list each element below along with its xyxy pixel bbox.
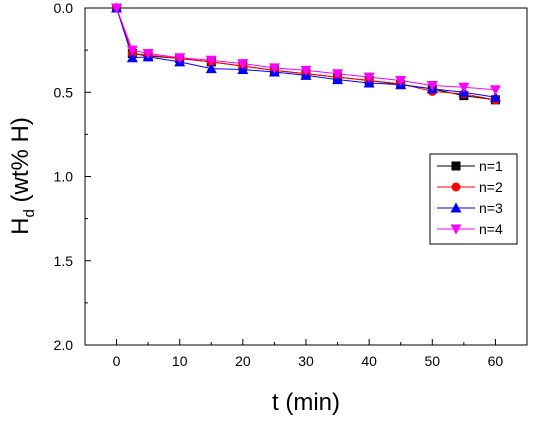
data-point bbox=[268, 63, 280, 74]
series-line bbox=[116, 7, 496, 98]
legend-label: n=4 bbox=[479, 221, 503, 237]
x-tick-label: 50 bbox=[424, 353, 440, 369]
y-axis-label-sub: d bbox=[21, 209, 38, 217]
series-layer bbox=[111, 2, 501, 105]
x-tick-label: 60 bbox=[488, 353, 504, 369]
series-1 bbox=[112, 3, 500, 105]
legend-item: n=1 bbox=[437, 158, 503, 174]
y-tick-label: 0.5 bbox=[54, 84, 74, 100]
x-tick-label: 10 bbox=[172, 353, 188, 369]
legend-label: n=1 bbox=[479, 158, 503, 174]
data-point bbox=[332, 69, 344, 80]
x-tick-label: 40 bbox=[361, 353, 377, 369]
legend: n=1 n=2 n=3 n=4 bbox=[429, 153, 518, 245]
series-3 bbox=[111, 2, 501, 102]
data-point bbox=[111, 3, 123, 14]
y-axis-ticks: 0.0 0.5 1.0 1.5 2.0 bbox=[54, 0, 91, 353]
y-axis-label-main: H bbox=[7, 218, 34, 235]
legend-label: n=2 bbox=[479, 179, 503, 195]
legend-marker bbox=[450, 202, 462, 213]
data-point bbox=[142, 48, 154, 59]
data-point bbox=[126, 52, 138, 63]
data-point bbox=[205, 55, 217, 66]
legend-box bbox=[429, 153, 518, 245]
series-4 bbox=[111, 3, 501, 96]
x-tick-label: 0 bbox=[113, 353, 121, 369]
data-point bbox=[458, 82, 470, 93]
x-tick-label: 30 bbox=[298, 353, 314, 369]
legend-marker bbox=[450, 224, 462, 235]
series-2 bbox=[112, 3, 500, 105]
legend-marker bbox=[451, 161, 461, 171]
y-tick-label: 1.0 bbox=[54, 169, 74, 185]
y-tick-label: 2.0 bbox=[54, 337, 74, 353]
x-axis-label: t (min) bbox=[272, 389, 340, 416]
legend-item: n=3 bbox=[437, 200, 503, 216]
series-line bbox=[116, 7, 496, 91]
y-axis-label: Hd (wt% H) bbox=[7, 117, 38, 235]
data-point bbox=[126, 45, 138, 56]
x-tick-label: 20 bbox=[235, 353, 251, 369]
legend-item: n=4 bbox=[437, 221, 503, 237]
data-point bbox=[237, 59, 249, 70]
legend-item: n=2 bbox=[437, 179, 503, 195]
series-line bbox=[116, 7, 496, 101]
data-point bbox=[395, 75, 407, 86]
data-point bbox=[489, 85, 501, 96]
legend-marker bbox=[451, 182, 461, 192]
y-axis-label-rest: (wt% H) bbox=[7, 117, 34, 209]
legend-label: n=3 bbox=[479, 200, 503, 216]
data-point bbox=[363, 72, 375, 83]
data-point bbox=[174, 53, 186, 64]
data-point bbox=[426, 81, 438, 92]
data-point bbox=[300, 65, 312, 76]
y-tick-label: 1.5 bbox=[54, 253, 74, 269]
x-axis-ticks: 0 10 20 30 40 50 60 bbox=[84, 339, 528, 369]
y-tick-label: 0.0 bbox=[54, 0, 74, 16]
data-point bbox=[489, 91, 501, 102]
data-point bbox=[205, 63, 217, 74]
